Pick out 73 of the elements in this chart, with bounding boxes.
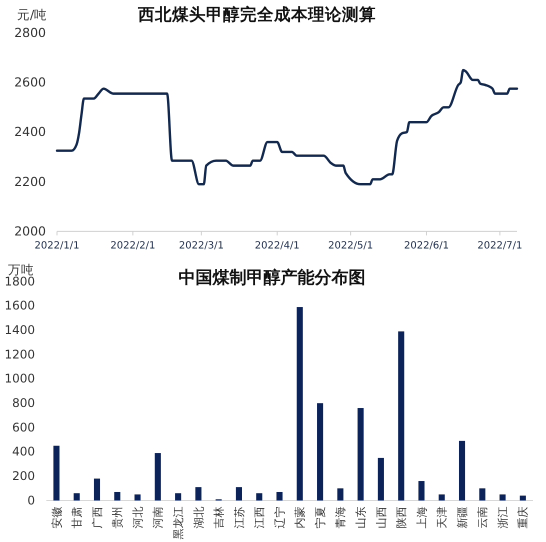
y-tick-label: 1400 [4, 323, 35, 338]
bar [114, 492, 120, 500]
bar [74, 493, 80, 500]
bar [256, 493, 262, 500]
bar [337, 488, 344, 500]
y-tick-label: 200 [12, 469, 35, 484]
x-tick-label: 山西 [374, 506, 388, 528]
bar [500, 494, 506, 500]
y-tick-label: 2400 [14, 124, 46, 140]
x-tick-label: 安徽 [50, 506, 64, 528]
x-tick-label: 江苏 [232, 506, 246, 528]
bar [438, 494, 445, 500]
x-tick-label: 重庆 [516, 506, 530, 528]
bar [479, 488, 486, 500]
bar [296, 307, 303, 500]
bar [317, 403, 324, 500]
x-tick-label: 上海 [415, 506, 428, 528]
x-tick-label: 吉林 [212, 506, 226, 528]
x-tick-label: 新疆 [456, 506, 469, 528]
x-tick-label: 宁夏 [314, 506, 327, 528]
chart-title: 中国煤制甲醇产能分布图 [178, 268, 366, 288]
bar [418, 481, 425, 500]
x-tick-label: 2022/4/1 [254, 240, 300, 252]
bar [458, 440, 466, 500]
x-tick-label: 2022/3/1 [178, 240, 224, 252]
bar [134, 494, 141, 500]
y-tick-label: 2200 [14, 174, 46, 189]
x-tick-label: 黑龙江 [172, 506, 185, 540]
x-tick-label: 河北 [131, 506, 144, 528]
x-tick-label: 内蒙 [294, 506, 307, 528]
x-tick-label: 2022/2/1 [110, 240, 156, 252]
bar [358, 408, 364, 500]
x-tick-label: 河南 [152, 506, 165, 528]
x-tick-label: 山东 [354, 506, 368, 528]
x-tick-label: 广西 [90, 506, 104, 528]
x-tick-label: 江西 [253, 506, 266, 528]
bar [53, 446, 60, 500]
y-tick-label: 400 [12, 444, 35, 459]
y-tick-label: 1600 [4, 298, 35, 313]
bar [378, 458, 384, 500]
bar [398, 331, 404, 500]
y-tick-label: 600 [12, 420, 35, 434]
x-tick-label: 甘肃 [70, 506, 84, 528]
bar [94, 478, 100, 500]
bar [195, 487, 202, 500]
bar [276, 492, 283, 500]
y-tick-label: 2800 [14, 24, 46, 40]
y-tick-label: 1000 [4, 372, 35, 386]
y-tick-label: 800 [12, 396, 35, 410]
bar [520, 496, 526, 500]
x-tick-label: 陕西 [395, 506, 408, 528]
line-series [56, 68, 518, 186]
x-tick-label: 天津 [436, 506, 449, 528]
x-tick-label: 2022/5/1 [328, 240, 374, 252]
y-tick-label: 1200 [4, 347, 35, 362]
x-tick-label: 浙江 [496, 506, 510, 528]
y-tick-label: 0 [27, 493, 35, 508]
x-tick-label: 2022/7/1 [477, 240, 522, 252]
x-tick-label: 贵州 [111, 506, 124, 528]
bar [236, 487, 242, 500]
bar [154, 453, 161, 500]
y-axis-title: 万吨 [8, 262, 34, 277]
x-tick-label: 云南 [476, 506, 490, 528]
x-tick-label: 青海 [334, 506, 348, 528]
x-tick-label: 湖北 [192, 506, 206, 528]
bar [175, 493, 182, 500]
chart-title: 西北煤头甲醇完全成本理论测算 [137, 5, 376, 24]
x-tick-label: 辽宁 [273, 506, 286, 528]
y-tick-label: 2600 [14, 74, 46, 90]
x-tick-label: 2022/6/1 [404, 240, 449, 252]
y-axis-title: 元/吨 [17, 7, 48, 22]
x-tick-label: 2022/1/1 [34, 240, 80, 252]
y-tick-label: 2000 [14, 223, 46, 238]
